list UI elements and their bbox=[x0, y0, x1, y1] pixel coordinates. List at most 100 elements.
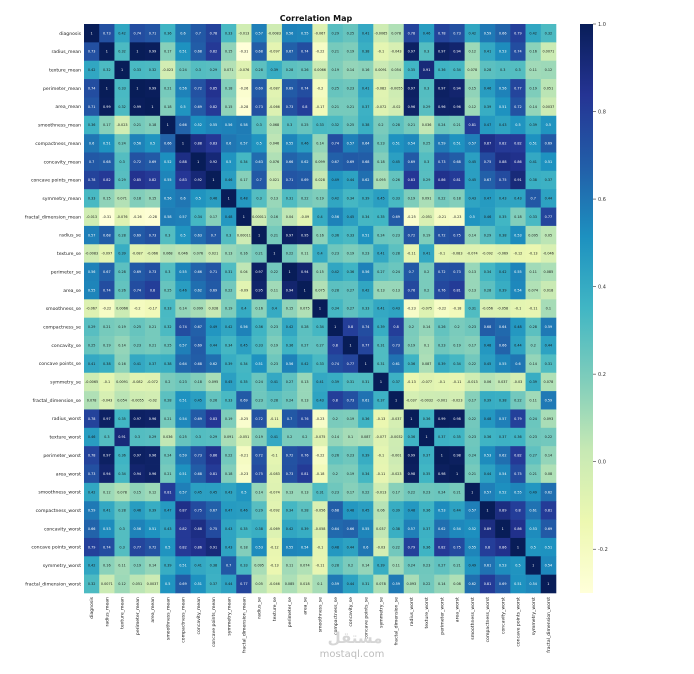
heatmap-cell bbox=[403, 574, 420, 594]
heatmap-cell bbox=[464, 519, 481, 539]
heatmap-cell bbox=[479, 427, 496, 447]
heatmap-cell-label: -0.056 bbox=[482, 307, 493, 311]
heatmap-cell bbox=[84, 280, 100, 300]
heatmap-cell-label: 0.38 bbox=[362, 123, 370, 127]
heatmap-cell-label: 0.74 bbox=[331, 142, 339, 146]
heatmap-cell bbox=[312, 391, 328, 410]
heatmap-cell bbox=[160, 537, 176, 557]
heatmap-cell-label: -0.083 bbox=[269, 472, 280, 476]
heatmap-cell-label: 0.69 bbox=[408, 160, 416, 164]
heatmap-cell-label: 0.24 bbox=[118, 142, 126, 146]
heatmap-cell-label: -0.13 bbox=[407, 380, 416, 384]
heatmap-cell-label: 0.39 bbox=[362, 197, 370, 201]
heatmap-cell-label: 1 bbox=[456, 472, 458, 476]
heatmap-cell-label: 0.35 bbox=[377, 215, 385, 219]
heatmap-cell bbox=[495, 446, 511, 465]
heatmap-cell bbox=[266, 42, 283, 61]
heatmap-cell bbox=[540, 299, 557, 318]
heatmap-cell-label: 0.68 bbox=[255, 50, 263, 54]
heatmap-cell bbox=[342, 170, 359, 190]
heatmap-cell-label: 0.14 bbox=[423, 325, 431, 329]
heatmap-cell-label: 0.69 bbox=[499, 582, 507, 586]
heatmap-cell bbox=[114, 464, 130, 484]
heatmap-cell bbox=[388, 501, 405, 520]
heatmap-cell-label: 0.62 bbox=[194, 288, 202, 292]
heatmap-cell-label: 0.074 bbox=[300, 564, 310, 568]
heatmap-cell bbox=[403, 372, 420, 392]
heatmap-cell bbox=[190, 244, 207, 263]
heatmap-cell bbox=[190, 482, 207, 502]
heatmap-cell bbox=[479, 280, 496, 300]
heatmap-cell-label: 0.86 bbox=[438, 178, 446, 182]
heatmap-cell-label: 0.14 bbox=[179, 307, 187, 311]
heatmap-cell bbox=[525, 537, 542, 557]
heatmap-cell bbox=[342, 24, 359, 43]
heatmap-cell-label: -0.31 bbox=[239, 50, 248, 54]
heatmap-cell bbox=[129, 427, 146, 447]
heatmap-cell-label: 0.85 bbox=[210, 86, 218, 90]
heatmap-cell-label: 0.5 bbox=[226, 160, 231, 164]
heatmap-cell-label: 0.099 bbox=[193, 307, 203, 311]
heatmap-cell bbox=[160, 79, 176, 98]
heatmap-cell-label: 0.23 bbox=[347, 86, 355, 90]
heatmap-cell-label: 0.6 bbox=[89, 142, 94, 146]
heatmap-cell bbox=[190, 170, 207, 190]
heatmap-cell bbox=[251, 170, 268, 190]
heatmap-cell-label: 0.19 bbox=[347, 50, 355, 54]
heatmap-cell bbox=[449, 427, 465, 447]
heatmap-cell bbox=[99, 24, 115, 43]
heatmap-cell-label: 0.36 bbox=[484, 435, 492, 439]
heatmap-cell bbox=[418, 409, 435, 429]
heatmap-cell bbox=[495, 225, 511, 245]
heatmap-cell-label: 0.48 bbox=[225, 215, 233, 219]
heatmap-cell-label: 0.29 bbox=[118, 178, 126, 182]
heatmap-cell-label: 0.34 bbox=[240, 362, 248, 366]
heatmap-cell-label: 0.56 bbox=[134, 527, 142, 531]
heatmap-cell-label: 0.23 bbox=[529, 435, 537, 439]
heatmap-cell bbox=[388, 574, 405, 594]
heatmap-cell bbox=[388, 280, 405, 300]
heatmap-cell-label: 0.22 bbox=[392, 545, 400, 549]
heatmap-cell bbox=[99, 207, 115, 227]
heatmap-cell bbox=[114, 372, 130, 392]
heatmap-cell bbox=[99, 225, 115, 245]
y-tick-label: fractal_dimension_mean bbox=[25, 214, 81, 220]
heatmap-cell bbox=[540, 170, 557, 190]
heatmap-cell bbox=[114, 170, 130, 190]
heatmap-cell-label: 0.12 bbox=[103, 490, 111, 494]
heatmap-cell-label: 1 bbox=[532, 564, 534, 568]
heatmap-cell bbox=[525, 280, 542, 300]
x-tick-label: symmetry_mean bbox=[226, 597, 232, 636]
heatmap-cell bbox=[525, 225, 542, 245]
heatmap-cell bbox=[464, 262, 481, 282]
heatmap-cell-label: 0.34 bbox=[316, 325, 324, 329]
heatmap-cell bbox=[540, 464, 557, 484]
heatmap-cell bbox=[312, 134, 328, 153]
heatmap-cell-label: 0.43 bbox=[392, 307, 400, 311]
heatmap-cell-label: 0.63 bbox=[194, 233, 202, 237]
heatmap-cell bbox=[144, 501, 161, 520]
heatmap-cell-label: 0.3 bbox=[424, 160, 429, 164]
heatmap-cell bbox=[281, 446, 298, 465]
heatmap-cell bbox=[464, 537, 481, 557]
heatmap-cell-label: -0.037 bbox=[406, 398, 417, 402]
heatmap-cell bbox=[327, 60, 344, 80]
heatmap-cell-label: 0.23 bbox=[468, 435, 476, 439]
heatmap-cell bbox=[160, 556, 176, 575]
heatmap-cell bbox=[99, 299, 115, 318]
heatmap-cell bbox=[540, 134, 557, 153]
heatmap-cell-label: -0.26 bbox=[133, 215, 142, 219]
heatmap-cell-label: 0.3 bbox=[195, 435, 200, 439]
y-tick-label: texture_mean bbox=[49, 67, 81, 73]
heatmap-cell-label: 0.38 bbox=[164, 362, 172, 366]
heatmap-cell-label: 0.095 bbox=[209, 380, 219, 384]
heatmap-cell-label: 0.3 bbox=[256, 197, 261, 201]
y-tick-label: symmetry_se bbox=[50, 380, 81, 386]
heatmap-cell-label: 0.33 bbox=[529, 215, 537, 219]
heatmap-cell bbox=[99, 336, 115, 355]
heatmap-cell bbox=[160, 372, 176, 392]
heatmap-cell bbox=[190, 79, 207, 98]
heatmap-cell-label: 0.34 bbox=[225, 343, 233, 347]
heatmap-cell bbox=[327, 244, 344, 263]
heatmap-cell-label: 1 bbox=[273, 252, 275, 256]
